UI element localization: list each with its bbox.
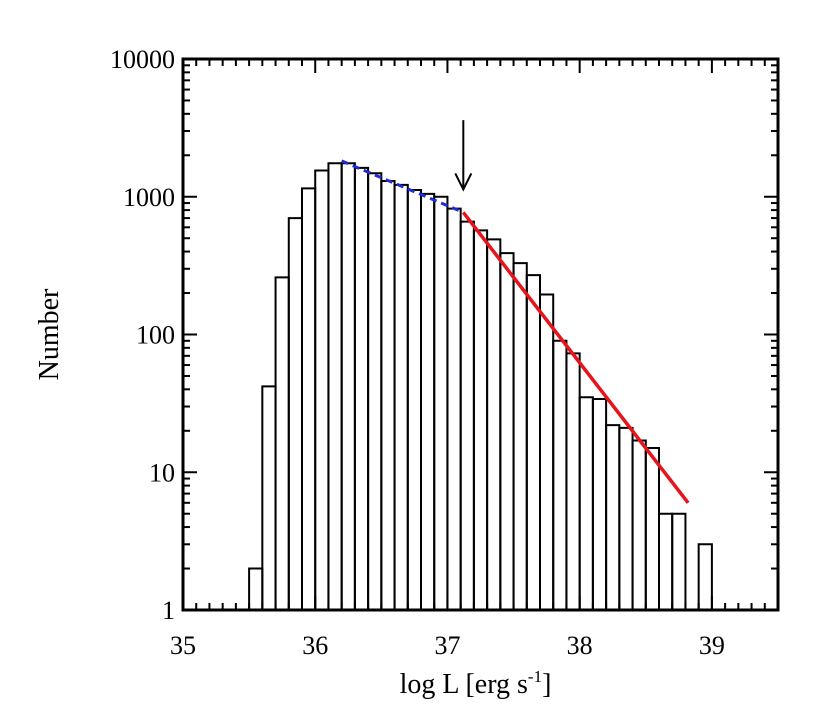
- histogram-bin: [287, 217, 303, 610]
- histogram-bin: [367, 172, 383, 610]
- histogram-bin: [420, 192, 436, 610]
- histogram-bin: [578, 396, 594, 610]
- x-tick-label: 37: [434, 631, 460, 660]
- annotations: [454, 120, 473, 192]
- histogram-bin: [327, 162, 343, 610]
- histogram-bin: [671, 512, 687, 610]
- histogram-bin: [658, 512, 674, 610]
- histogram-bin: [552, 339, 568, 610]
- x-tick-label: 35: [170, 631, 196, 660]
- histogram-bin: [631, 439, 647, 610]
- histogram-bin: [486, 238, 502, 610]
- histogram-bin: [248, 567, 264, 610]
- y-tick-label: 100: [136, 321, 175, 350]
- histogram-series: [248, 162, 713, 610]
- histogram-bin: [618, 426, 634, 610]
- fit-line-dashed: [341, 159, 464, 214]
- x-axis-label-sup: -1: [528, 667, 542, 686]
- histogram-bin: [353, 166, 370, 610]
- histogram-bin: [393, 183, 409, 610]
- histogram-bin: [261, 385, 277, 610]
- x-axis-label: log L [erg s-1]: [400, 667, 552, 700]
- y-axis-label: Number: [34, 288, 65, 380]
- histogram-bin: [340, 162, 356, 610]
- x-tick-label: 38: [567, 631, 593, 660]
- histogram-bin: [512, 262, 528, 610]
- histogram-bin: [459, 220, 475, 610]
- plot-border: [181, 57, 780, 612]
- histogram-bin: [697, 543, 713, 610]
- histogram-bin: [605, 424, 621, 610]
- histogram-bin: [525, 274, 541, 610]
- y-tick-label: 10: [149, 458, 175, 487]
- histogram-bin: [301, 187, 317, 610]
- histogram-bin: [565, 352, 581, 610]
- histogram-bin: [406, 188, 422, 610]
- histogram-bin: [433, 195, 449, 610]
- histogram-bin: [539, 293, 555, 610]
- histogram-bin: [644, 446, 660, 610]
- y-tick-label: 10000: [110, 45, 175, 74]
- y-tick-labels: 1 10 100 1000 10000: [110, 45, 175, 625]
- histogram-bin: [472, 229, 489, 610]
- x-tick-labels: 35 36 37 38 39: [170, 631, 725, 660]
- plot-frame: [181, 57, 780, 612]
- histogram-bin: [314, 169, 330, 610]
- fit-line-solid: [461, 211, 690, 504]
- x-tick-label: 36: [302, 631, 328, 660]
- histogram-bin: [380, 180, 396, 610]
- fit-lines: [341, 159, 690, 504]
- x-tick-label: 39: [699, 631, 725, 660]
- break-arrow-head: [454, 172, 473, 192]
- y-tick-label: 1: [162, 596, 175, 625]
- histogram-bin: [499, 252, 515, 610]
- x-axis-label-suffix: ]: [542, 669, 551, 700]
- histogram-bin: [446, 207, 462, 610]
- histogram-bin: [274, 276, 290, 610]
- x-axis-label-main: log L [erg s: [400, 669, 528, 700]
- histogram-bin: [591, 398, 608, 610]
- y-tick-label: 1000: [123, 183, 175, 212]
